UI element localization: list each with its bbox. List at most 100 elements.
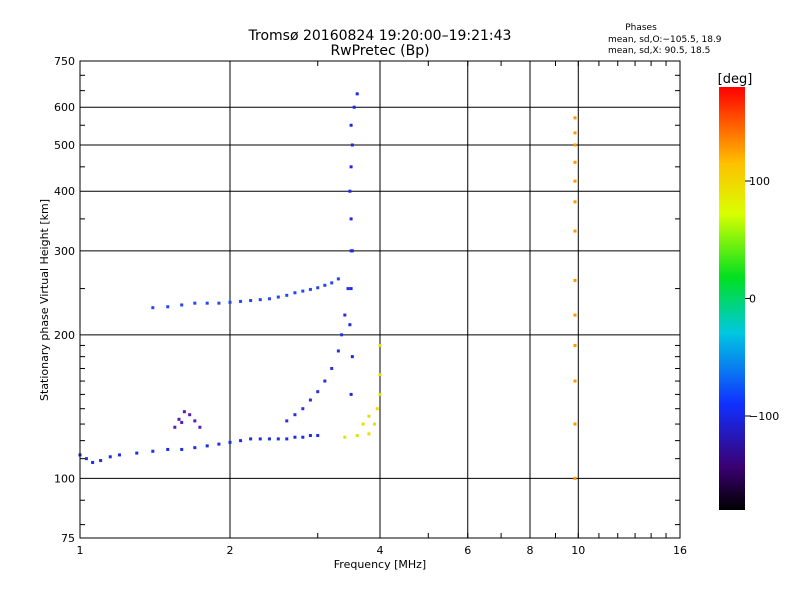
data-point	[573, 143, 577, 147]
data-point	[375, 407, 379, 411]
data-point	[198, 425, 202, 429]
data-point	[349, 287, 353, 291]
x-tick-label: 1	[77, 544, 84, 557]
data-point	[378, 343, 382, 347]
y-tick-label: 750	[54, 55, 75, 68]
data-point	[348, 323, 352, 327]
data-point	[361, 422, 365, 426]
data-point	[330, 281, 334, 285]
x-tick-label: 16	[673, 544, 687, 557]
colorbar	[719, 87, 745, 510]
data-point	[173, 425, 177, 429]
data-point	[348, 189, 352, 193]
data-point	[573, 116, 577, 120]
data-point	[91, 460, 95, 464]
colorbar-tick-label: 100	[749, 175, 770, 188]
colorbar-tick-label: 0	[749, 293, 756, 306]
data-point	[367, 414, 371, 418]
data-point	[352, 105, 356, 109]
data-point	[193, 419, 197, 423]
colorbar-ticks: 100 0 −100	[745, 175, 779, 423]
data-point	[573, 179, 577, 183]
phases-title: Phases	[625, 23, 657, 33]
data-point	[267, 297, 271, 301]
data-point	[293, 291, 297, 295]
data-point	[336, 277, 340, 281]
data-point	[166, 447, 170, 451]
data-point	[188, 413, 192, 417]
data-point	[367, 432, 371, 436]
data-point	[340, 333, 344, 337]
data-point	[276, 295, 280, 299]
data-point	[180, 420, 184, 424]
data-point	[108, 455, 112, 459]
data-point	[177, 417, 181, 421]
data-point	[573, 131, 577, 135]
plot-frame	[79, 60, 681, 539]
x-tick-label: 2	[227, 544, 234, 557]
data-point	[336, 349, 340, 353]
data-point	[249, 437, 253, 441]
data-point	[285, 437, 289, 441]
data-point	[573, 476, 577, 480]
data-point	[573, 343, 577, 347]
data-point	[350, 143, 354, 147]
x-tick-labels: 1 2 4 6 8 10 16	[77, 544, 688, 557]
data-point	[239, 439, 243, 443]
data-point	[350, 249, 354, 253]
data-point	[308, 287, 312, 291]
data-point	[308, 398, 312, 402]
data-point	[573, 200, 577, 204]
data-point	[249, 299, 253, 303]
data-point	[308, 434, 312, 438]
data-point	[350, 355, 354, 359]
data-point	[355, 434, 359, 438]
data-point	[349, 165, 353, 169]
data-point	[217, 301, 221, 305]
data-point	[293, 413, 297, 417]
data-point	[373, 422, 377, 426]
x-tick-label: 6	[464, 544, 471, 557]
y-tick-label: 600	[54, 101, 75, 114]
data-point	[349, 392, 353, 396]
data-point	[349, 217, 353, 221]
data-point	[99, 459, 103, 463]
data-point	[117, 453, 121, 457]
data-points	[78, 92, 577, 480]
x-axis-label: Frequency [MHz]	[334, 558, 426, 571]
data-point	[316, 286, 320, 290]
data-point	[228, 300, 232, 304]
data-point	[285, 293, 289, 297]
chart-subtitle: RwPretec (Bp)	[330, 43, 429, 59]
data-point	[346, 287, 350, 291]
data-point	[151, 449, 155, 453]
data-point	[135, 451, 139, 455]
data-point	[258, 437, 262, 441]
data-point	[258, 298, 262, 302]
colorbar-label: [deg]	[718, 72, 753, 87]
data-point	[217, 442, 221, 446]
data-point	[343, 435, 347, 439]
x-tick-label: 8	[527, 544, 534, 557]
data-point	[378, 373, 382, 377]
grid-lines	[80, 61, 680, 538]
y-tick-labels: 75 100 200 300 400 500 600 750	[54, 55, 75, 545]
data-point	[316, 434, 320, 438]
data-point	[330, 366, 334, 370]
y-tick-label: 500	[54, 139, 75, 152]
data-point	[323, 379, 327, 383]
data-point	[193, 301, 197, 305]
chart-title: Tromsø 20160824 19:20:00–19:21:43	[248, 28, 512, 44]
data-point	[180, 303, 184, 307]
data-point	[573, 313, 577, 317]
phases-x-mode: mean, sd,X: 90.5, 18.5	[608, 46, 710, 56]
data-point	[573, 422, 577, 426]
data-point	[293, 435, 297, 439]
y-tick-label: 75	[61, 532, 75, 545]
data-point	[267, 437, 271, 441]
data-point	[343, 313, 347, 317]
data-point	[573, 229, 577, 233]
data-point	[355, 92, 359, 96]
x-tick-label: 4	[377, 544, 384, 557]
data-point	[180, 447, 184, 451]
